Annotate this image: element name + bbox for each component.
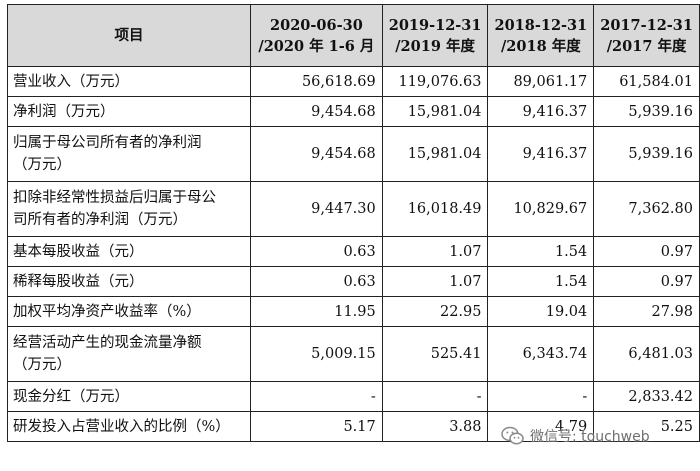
cell-value: 61,584.01 (593, 66, 700, 97)
cell-value: 6,481.03 (593, 326, 700, 382)
wechat-icon (501, 426, 524, 445)
cell-value: 15,981.04 (381, 126, 489, 182)
cell-value: 27.98 (593, 296, 700, 327)
table-row: 归属于母公司所有者的净利润 （万元） 9,454.68 15,981.04 9,4… (6, 126, 700, 182)
cell-value: 4.79 (487, 411, 595, 442)
cell-value: 15,981.04 (381, 96, 489, 127)
cell-value: 56,618.69 (250, 66, 383, 97)
cell-value: 89,061.17 (487, 66, 595, 97)
row-label: 稀释每股收益（元） (6, 266, 252, 297)
cell-value: - (250, 381, 383, 412)
cell-value: - (381, 381, 489, 412)
cell-value: 5,939.16 (593, 126, 700, 182)
cell-value: 5,939.16 (593, 96, 700, 127)
table-row: 净利润（万元） 9,454.68 15,981.04 9,416.37 5,93… (6, 96, 700, 127)
cell-value: 22.95 (381, 296, 489, 327)
table-header-row: 项目 2020-06-30/2020 年 1-6 月 2019-12-31/20… (6, 4, 700, 67)
cell-value: 119,076.63 (381, 66, 489, 97)
header-item: 项目 (6, 4, 252, 67)
cell-value: 7,362.80 (593, 181, 700, 237)
row-label: 经营活动产生的现金流量净额 （万元） (6, 326, 252, 382)
table-row: 经营活动产生的现金流量净额 （万元） 5,009.15 525.41 6,343.… (6, 326, 700, 382)
row-label: 基本每股收益（元） (6, 236, 252, 267)
cell-value: 5.17 (250, 411, 383, 442)
cell-value: - (487, 381, 595, 412)
cell-value: 16,018.49 (381, 181, 489, 237)
row-label: 现金分红（万元） (6, 381, 252, 412)
cell-value: 1.07 (381, 236, 489, 267)
cell-value: 9,447.30 (250, 181, 383, 237)
cell-value: 19.04 (487, 296, 595, 327)
cell-value: 0.97 (593, 266, 700, 297)
cell-value: 10,829.67 (487, 181, 595, 237)
cell-value: 0.63 (250, 266, 383, 297)
row-label: 营业收入（万元） (6, 66, 252, 97)
cell-value: 5,009.15 (250, 326, 383, 382)
cell-value: 9,416.37 (487, 96, 595, 127)
cell-value: 9,416.37 (487, 126, 595, 182)
financial-summary-table: 项目 2020-06-30/2020 年 1-6 月 2019-12-31/20… (6, 4, 700, 442)
cell-value: 6,343.74 (487, 326, 595, 382)
cell-value: 3.88 (381, 411, 489, 442)
cell-value: 1.07 (381, 266, 489, 297)
cell-value: 0.97 (593, 236, 700, 267)
header-col-2018: 2018-12-31/2018 年度 (487, 4, 595, 67)
cell-value: 9,454.68 (250, 96, 383, 127)
cell-value: 2,833.42 (593, 381, 700, 412)
table-row: 稀释每股收益（元） 0.63 1.07 1.54 0.97 (6, 266, 700, 297)
header-col-2020: 2020-06-30/2020 年 1-6 月 (250, 4, 383, 67)
cell-value: 525.41 (381, 326, 489, 382)
table-row: 基本每股收益（元） 0.63 1.07 1.54 0.97 (6, 236, 700, 267)
cell-value: 1.54 (487, 266, 595, 297)
watermark-text: 微信号: touchweb (530, 429, 650, 445)
cell-value: 1.54 (487, 236, 595, 267)
table-row: 现金分红（万元） - - - 2,833.42 (6, 381, 700, 412)
cell-value: 5.25 (593, 411, 700, 442)
row-label: 加权平均净资产收益率（%） (6, 296, 252, 327)
table-row: 营业收入（万元） 56,618.69 119,076.63 89,061.17 … (6, 66, 700, 97)
table-row: 研发投入占营业收入的比例（%） 5.17 3.88 4.79 5.25 (6, 411, 700, 442)
header-col-2019: 2019-12-31/2019 年度 (381, 4, 489, 67)
header-col-2017: 2017-12-31/2017 年度 (593, 4, 700, 67)
cell-value: 9,454.68 (250, 126, 383, 182)
row-label: 净利润（万元） (6, 96, 252, 127)
row-label: 研发投入占营业收入的比例（%） (6, 411, 252, 442)
watermark: 微信号: touchweb (501, 426, 650, 446)
table-row: 加权平均净资产收益率（%） 11.95 22.95 19.04 27.98 (6, 296, 700, 327)
cell-value: 0.63 (250, 236, 383, 267)
table-row: 扣除非经常性损益后归属于母公 司所有者的净利润（万元） 9,447.30 16,0… (6, 181, 700, 237)
row-label: 归属于母公司所有者的净利润 （万元） (6, 126, 252, 182)
cell-value: 11.95 (250, 296, 383, 327)
financial-table-container: 项目 2020-06-30/2020 年 1-6 月 2019-12-31/20… (6, 4, 700, 442)
row-label: 扣除非经常性损益后归属于母公 司所有者的净利润（万元） (6, 181, 252, 237)
